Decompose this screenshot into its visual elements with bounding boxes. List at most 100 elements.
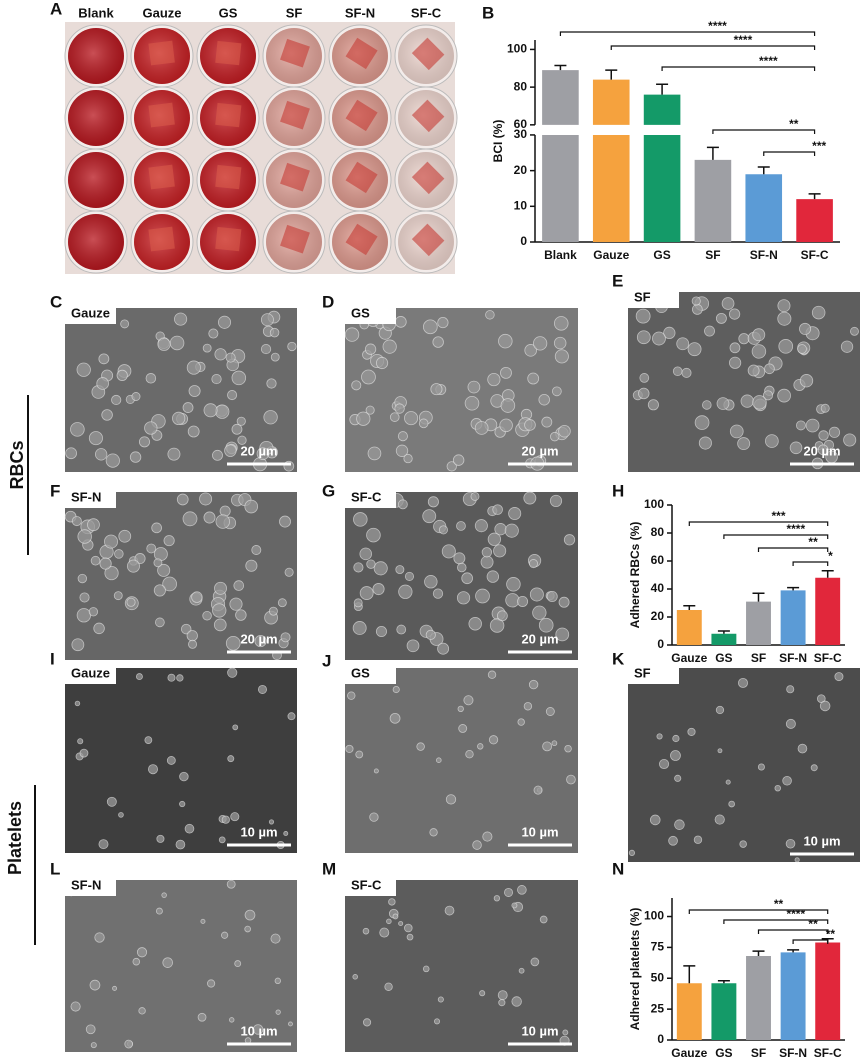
cell — [379, 927, 390, 938]
cell — [288, 1021, 293, 1027]
cell — [474, 421, 489, 435]
cell — [375, 356, 389, 370]
cell — [518, 967, 525, 974]
sample — [345, 223, 378, 256]
cell — [475, 588, 490, 604]
cell — [203, 403, 218, 418]
cell — [487, 372, 501, 387]
cell — [392, 685, 400, 694]
cell — [366, 559, 376, 569]
cell — [737, 437, 751, 451]
image-label: GS — [351, 305, 370, 320]
cell — [441, 544, 456, 559]
cell — [456, 591, 471, 605]
cell — [277, 598, 287, 608]
cell — [523, 702, 533, 711]
cell — [252, 1024, 264, 1035]
cell — [404, 923, 413, 933]
bar — [780, 590, 806, 645]
cell — [362, 1018, 372, 1027]
column-label: GS — [219, 5, 238, 20]
x-tick-label: SF — [705, 248, 720, 262]
panel-label: A — [50, 0, 62, 18]
cell — [345, 744, 354, 754]
cell — [233, 580, 245, 591]
cell — [231, 423, 243, 435]
cell — [691, 296, 701, 306]
cell — [394, 316, 407, 328]
cell — [70, 1001, 81, 1012]
cell — [524, 419, 536, 431]
sample — [215, 226, 242, 252]
cell — [546, 590, 558, 603]
error-bar — [554, 64, 567, 71]
cell — [146, 543, 157, 554]
panel-label: L — [50, 859, 60, 878]
cell — [504, 523, 519, 538]
cell — [365, 405, 375, 415]
cell — [229, 597, 243, 611]
cell — [96, 377, 109, 390]
sample — [148, 226, 175, 252]
column-label: SF — [286, 5, 303, 20]
scale-bar-label: 10 µm — [803, 833, 840, 848]
cell — [432, 336, 444, 348]
bar — [592, 79, 630, 242]
cell — [76, 362, 91, 377]
cell — [638, 387, 650, 400]
cell — [498, 333, 513, 349]
cell — [468, 617, 482, 631]
cell — [403, 453, 413, 464]
cell — [555, 627, 570, 642]
error-bar — [787, 586, 800, 591]
cell — [234, 960, 242, 968]
significance-label: ** — [808, 917, 818, 931]
cell — [202, 343, 212, 353]
column-label: Blank — [78, 5, 114, 20]
cell — [840, 340, 854, 353]
cell — [179, 800, 186, 808]
cell — [406, 639, 420, 653]
cell — [434, 1018, 441, 1025]
x-tick-label: Gauze — [671, 651, 707, 665]
cell — [364, 343, 377, 355]
well-shade — [68, 90, 124, 146]
cell — [528, 679, 539, 690]
cell — [652, 331, 666, 346]
significance-label: **** — [786, 522, 805, 536]
cell — [785, 838, 796, 849]
cell — [361, 369, 376, 385]
sample — [215, 40, 242, 66]
cell — [397, 499, 408, 510]
sample — [345, 99, 378, 132]
cell — [244, 499, 259, 514]
cell — [74, 700, 81, 707]
cell — [162, 576, 177, 592]
cell — [687, 727, 696, 736]
cell — [369, 812, 379, 822]
panel-label: J — [322, 651, 331, 670]
cell — [550, 431, 560, 442]
cell — [353, 598, 363, 608]
error-bar — [757, 166, 770, 175]
cell — [504, 887, 514, 897]
cell — [751, 344, 767, 359]
significance-bracket — [763, 151, 816, 156]
cell — [738, 677, 748, 688]
significance-label: **** — [759, 54, 778, 68]
cell — [231, 370, 247, 386]
panel-label: K — [612, 649, 625, 668]
cell — [728, 800, 735, 808]
cell — [530, 957, 540, 967]
cell — [687, 342, 702, 357]
sample — [215, 164, 242, 190]
cell — [156, 834, 165, 843]
cell — [817, 444, 829, 456]
y-tick-label: 20 — [651, 609, 665, 623]
cell — [467, 380, 481, 394]
cell — [505, 593, 520, 608]
cell — [725, 779, 731, 785]
cell — [131, 392, 141, 401]
cell — [499, 418, 513, 433]
image-label: SF-N — [71, 489, 101, 504]
